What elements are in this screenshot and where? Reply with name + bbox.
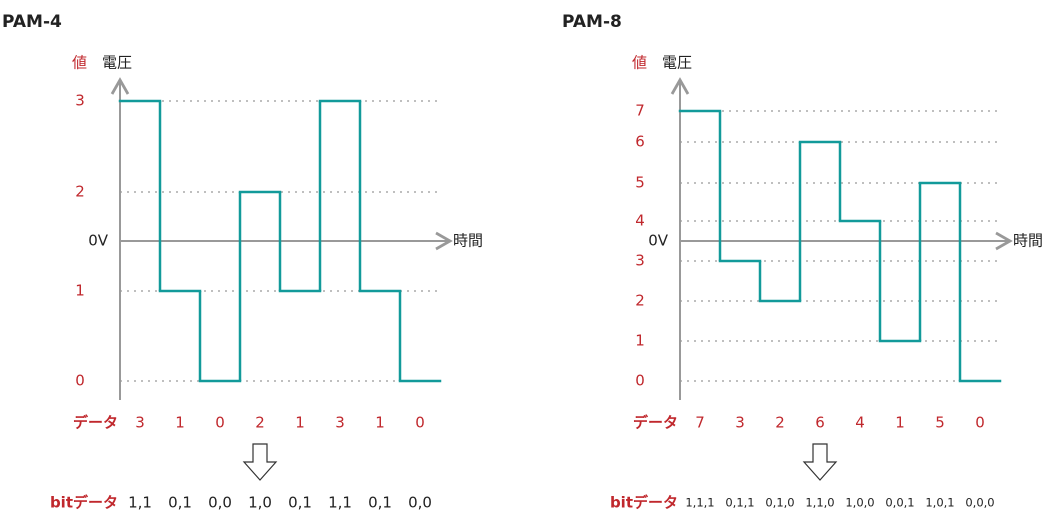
bit-value: 0,1 xyxy=(168,494,192,512)
level-label: 7 xyxy=(635,102,645,120)
bit-value: 0,0,1 xyxy=(885,496,914,510)
level-label: 1 xyxy=(635,332,645,350)
bit-value: 0,1 xyxy=(288,494,312,512)
level-label: 4 xyxy=(635,212,645,230)
data-label: データ xyxy=(633,414,678,432)
zero-label: 0V xyxy=(88,232,109,250)
bit-value: 0,0 xyxy=(408,494,432,512)
bit-value: 0,0,0 xyxy=(965,496,994,510)
level-label: 2 xyxy=(75,183,85,201)
bit-value: 1,0,1 xyxy=(925,496,954,510)
y-label-value: 値 xyxy=(72,54,87,72)
data-value: 2 xyxy=(775,414,785,432)
bit-value: 1,1,1 xyxy=(685,496,714,510)
bit-value: 1,1,0 xyxy=(805,496,834,510)
data-value: 1 xyxy=(175,414,185,432)
data-value: 5 xyxy=(935,414,945,432)
panel-title: PAM-8 xyxy=(562,12,622,32)
bit-label: bitデータ xyxy=(610,494,678,512)
data-value: 1 xyxy=(375,414,385,432)
panel-title: PAM-4 xyxy=(2,12,62,32)
level-label: 1 xyxy=(75,282,85,300)
y-label-value: 値 xyxy=(632,54,647,72)
data-value: 0 xyxy=(215,414,225,432)
data-value: 0 xyxy=(975,414,985,432)
bit-value: 0,1,0 xyxy=(765,496,794,510)
level-label: 5 xyxy=(635,174,645,192)
level-label: 3 xyxy=(75,92,85,110)
level-label: 2 xyxy=(635,292,645,310)
down-arrow xyxy=(802,443,838,481)
data-value: 3 xyxy=(735,414,745,432)
y-label-voltage: 電圧 xyxy=(662,54,692,72)
data-value: 3 xyxy=(335,414,345,432)
level-label: 6 xyxy=(635,133,645,151)
level-label: 0 xyxy=(635,372,645,390)
down-arrow xyxy=(242,443,278,481)
data-value: 4 xyxy=(855,414,865,432)
data-value: 0 xyxy=(415,414,425,432)
bit-value: 0,0 xyxy=(208,494,232,512)
data-value: 3 xyxy=(135,414,145,432)
data-value: 1 xyxy=(295,414,305,432)
bit-value: 1,0 xyxy=(248,494,272,512)
x-label: 時間 xyxy=(1013,232,1043,250)
y-label-voltage: 電圧 xyxy=(102,54,132,72)
data-value: 6 xyxy=(815,414,825,432)
bit-value: 1,0,0 xyxy=(845,496,874,510)
level-label: 3 xyxy=(635,252,645,270)
bit-value: 0,1 xyxy=(368,494,392,512)
data-value: 7 xyxy=(695,414,705,432)
bit-value: 1,1 xyxy=(328,494,352,512)
data-value: 1 xyxy=(895,414,905,432)
data-value: 2 xyxy=(255,414,265,432)
bit-value: 0,1,1 xyxy=(725,496,754,510)
zero-label: 0V xyxy=(648,232,669,250)
data-label: データ xyxy=(73,414,118,432)
bit-value: 1,1 xyxy=(128,494,152,512)
bit-label: bitデータ xyxy=(50,494,118,512)
x-label: 時間 xyxy=(453,232,483,250)
level-label: 0 xyxy=(75,372,85,390)
